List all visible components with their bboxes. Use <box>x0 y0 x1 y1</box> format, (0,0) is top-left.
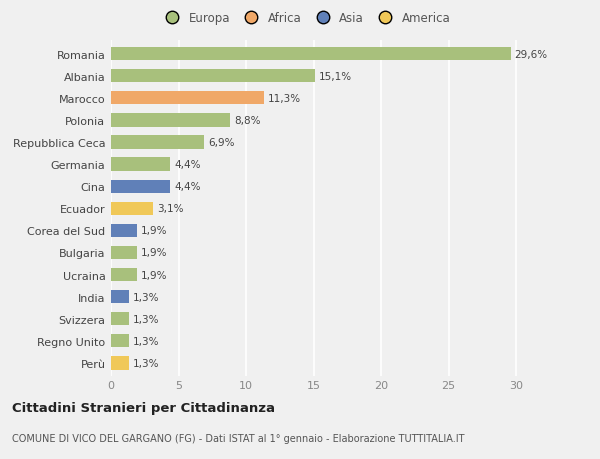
Text: COMUNE DI VICO DEL GARGANO (FG) - Dati ISTAT al 1° gennaio - Elaborazione TUTTIT: COMUNE DI VICO DEL GARGANO (FG) - Dati I… <box>12 433 464 442</box>
Text: 1,3%: 1,3% <box>133 292 159 302</box>
Bar <box>111 269 137 281</box>
Bar <box>111 335 128 348</box>
Bar <box>111 357 128 370</box>
Text: 29,6%: 29,6% <box>515 50 548 60</box>
Text: 8,8%: 8,8% <box>234 116 260 126</box>
Legend: Europa, Africa, Asia, America: Europa, Africa, Asia, America <box>157 9 454 29</box>
Text: 3,1%: 3,1% <box>157 204 184 214</box>
Bar <box>111 202 153 215</box>
Bar <box>111 114 230 127</box>
Bar <box>111 313 128 326</box>
Text: 4,4%: 4,4% <box>175 182 201 192</box>
Text: 4,4%: 4,4% <box>175 160 201 170</box>
Text: 11,3%: 11,3% <box>268 94 301 104</box>
Bar <box>111 180 170 193</box>
Text: 1,9%: 1,9% <box>140 270 167 280</box>
Text: 6,9%: 6,9% <box>208 138 235 148</box>
Text: Cittadini Stranieri per Cittadinanza: Cittadini Stranieri per Cittadinanza <box>12 401 275 414</box>
Bar <box>111 92 263 105</box>
Bar <box>111 246 137 259</box>
Bar <box>111 158 170 171</box>
Text: 15,1%: 15,1% <box>319 72 352 82</box>
Text: 1,3%: 1,3% <box>133 314 159 324</box>
Text: 1,9%: 1,9% <box>140 248 167 258</box>
Bar <box>111 224 137 237</box>
Bar <box>111 291 128 304</box>
Text: 1,3%: 1,3% <box>133 358 159 368</box>
Text: 1,3%: 1,3% <box>133 336 159 346</box>
Bar <box>111 70 315 83</box>
Text: 1,9%: 1,9% <box>140 226 167 236</box>
Bar <box>111 48 511 61</box>
Bar <box>111 136 204 149</box>
